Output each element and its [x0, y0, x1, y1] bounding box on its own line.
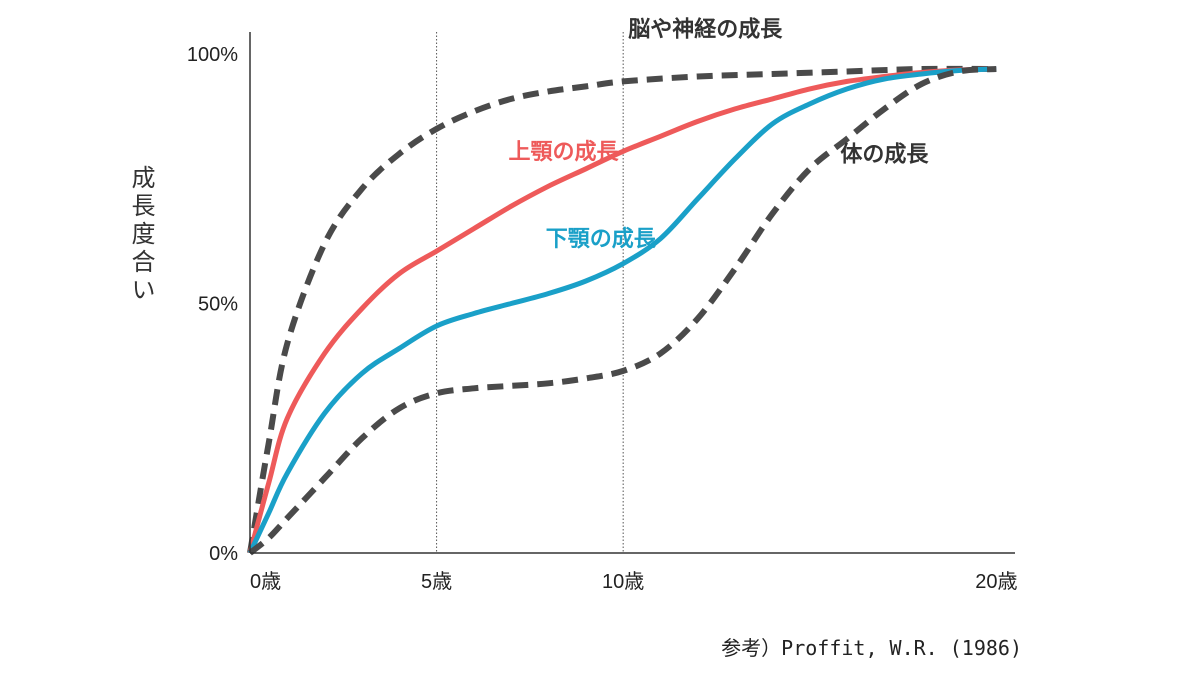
y-tick-label: 50%	[198, 294, 238, 316]
series-label-lower-jaw: 下顎の成長	[546, 227, 657, 252]
series-layer	[247, 65, 997, 556]
y-tick-labels: 0% 50% 100%	[187, 44, 238, 565]
y-axis-label: 成長度合い	[127, 165, 155, 305]
x-tick-label: 0歳	[250, 570, 281, 593]
y-tick-label: 0%	[209, 543, 238, 565]
series-label-body: 体の成長	[840, 142, 929, 167]
source-citation: 参考）Proffit, W.R. (1986)	[721, 636, 1022, 660]
series-line-brain-nerve	[247, 65, 997, 554]
y-tick-label: 100%	[187, 44, 238, 66]
x-tick-labels: 0歳 5歳 10歳 20歳	[250, 570, 1017, 593]
x-tick-label: 10歳	[602, 570, 644, 593]
gridlines	[436, 32, 624, 553]
series-label-upper-jaw: 上顎の成長	[508, 140, 619, 165]
series-line-lower-jaw	[247, 66, 997, 555]
series-line-upper-jaw	[247, 66, 997, 554]
series-label-brain-nerve: 脳や神経の成長	[628, 17, 783, 43]
x-tick-label: 5歳	[421, 570, 452, 593]
series-line-body	[248, 66, 997, 556]
x-tick-label: 20歳	[975, 570, 1017, 593]
